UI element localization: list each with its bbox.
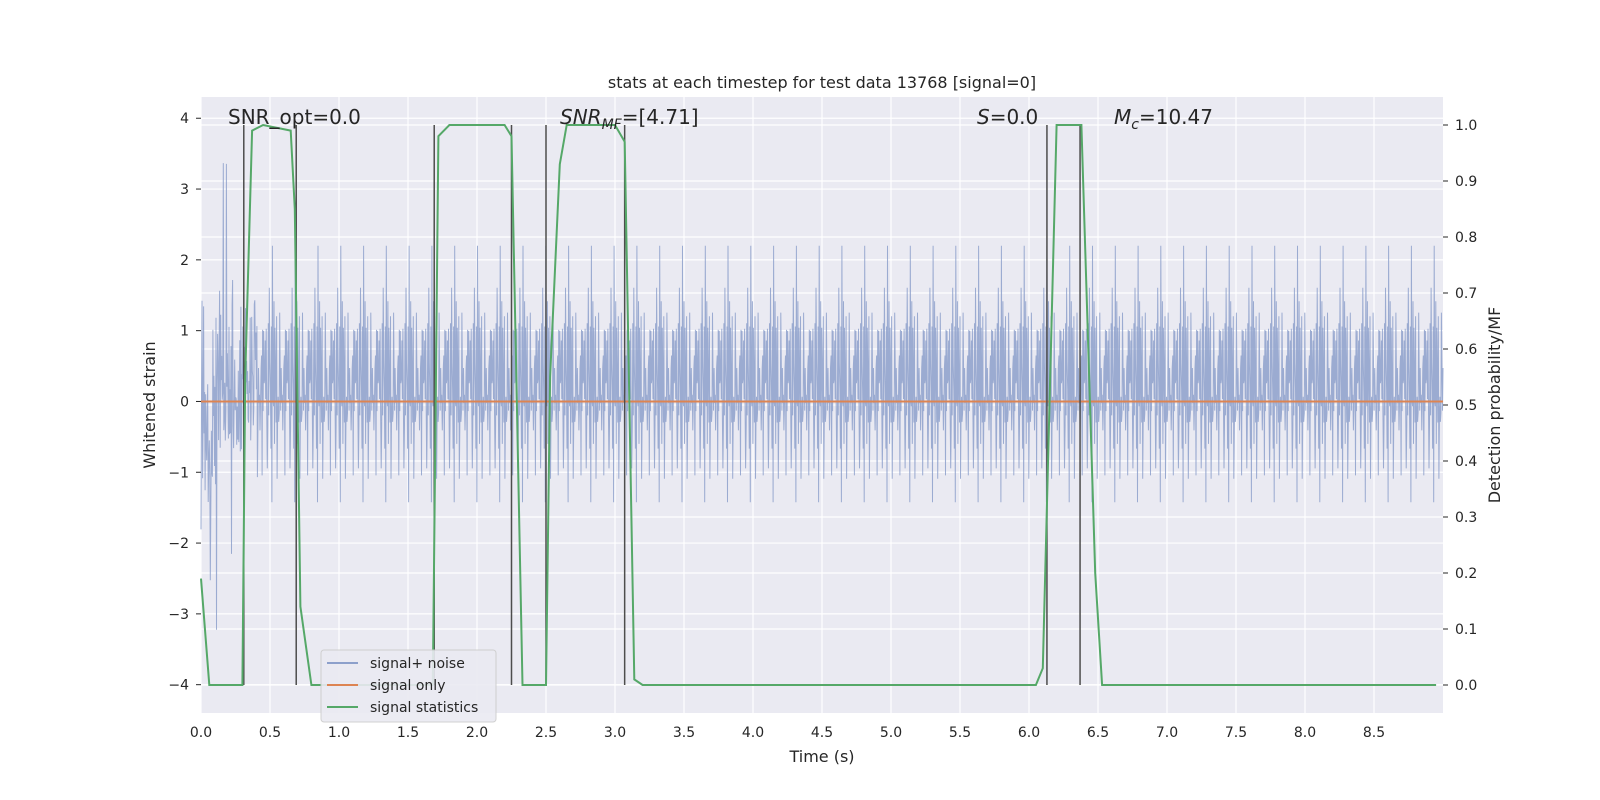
y-tick-label: 2 <box>180 253 189 269</box>
x-tick-label: 8.0 <box>1294 725 1316 741</box>
y2-tick-label: 0.7 <box>1455 286 1477 302</box>
x-tick-label: 5.5 <box>949 725 971 741</box>
annotation-s: S=0.0 <box>977 105 1038 129</box>
annotation-s-value: =0.0 <box>990 105 1039 129</box>
annotation-mc-sub: c <box>1131 117 1139 133</box>
y2-tick-label: 0.0 <box>1455 678 1477 694</box>
x-tick-label: 6.0 <box>1018 725 1040 741</box>
x-tick-label: 3.0 <box>604 725 626 741</box>
statistics-line <box>200 123 1437 686</box>
y2-tick-label: 1.0 <box>1455 118 1477 134</box>
x-tick-label: 4.5 <box>811 725 833 741</box>
series-signal-statistics <box>200 123 1437 686</box>
y-axis-label: Whitened strain <box>140 341 159 468</box>
x-tick-label: 2.5 <box>535 725 557 741</box>
x-axis-label: Time (s) <box>788 747 854 766</box>
x-tick-label: 7.5 <box>1225 725 1247 741</box>
legend-label-signal-statistics: signal statistics <box>370 700 478 716</box>
y-tick-label: 0 <box>180 394 189 410</box>
legend-label-signal-noise: signal+ noise <box>370 656 465 672</box>
y2-tick-label: 0.4 <box>1455 454 1477 470</box>
x-tick-label: 5.0 <box>880 725 902 741</box>
y-tick-label: −1 <box>168 465 189 481</box>
y-tick-label: −2 <box>168 536 189 552</box>
y2-axis-label: Detection probability/MF <box>1485 307 1504 504</box>
y-tick-label: 1 <box>180 324 189 340</box>
annotation-snr-mf-base: SNR <box>560 105 602 129</box>
series-signal-noise <box>200 163 1444 630</box>
legend-box <box>320 649 497 723</box>
x-tick-label: 2.0 <box>466 725 488 741</box>
annotation-snr-mf-sub: MF <box>602 117 623 133</box>
legend: signal+ noise signal only signal statist… <box>320 649 497 723</box>
annotation-mc-value: =10.47 <box>1139 105 1213 129</box>
y-tick-label: 4 <box>180 111 189 127</box>
y2-tick-label: 0.5 <box>1455 398 1477 414</box>
annotation-mc: Mc=10.47 <box>1114 105 1213 133</box>
y-tick-label: 3 <box>180 182 189 198</box>
noise-line <box>200 163 1444 630</box>
chart-title: stats at each timestep for test data 137… <box>608 73 1036 92</box>
tick-labels: 0.0 0.5 1.0 1.5 2.0 2.5 3.0 3.5 4.0 4.5 5.0 5.5 6.0 6… <box>168 111 1477 741</box>
annotation-snr-opt: SNR_opt=0.0 <box>228 105 361 129</box>
y2-tick-label: 0.1 <box>1455 622 1477 638</box>
annotation-mc-base: M <box>1114 105 1131 129</box>
annotation-snr-mf-value: =[4.71] <box>622 105 699 129</box>
x-tick-label: 1.0 <box>328 725 350 741</box>
x-tick-label: 7.0 <box>1156 725 1178 741</box>
y2-tick-label: 0.3 <box>1455 510 1477 526</box>
y2-tick-label: 0.9 <box>1455 174 1477 190</box>
x-tick-label: 0.0 <box>190 725 212 741</box>
x-tick-label: 0.5 <box>259 725 281 741</box>
x-tick-label: 1.5 <box>397 725 419 741</box>
y2-tick-label: 0.6 <box>1455 342 1477 358</box>
x-tick-label: 3.5 <box>673 725 695 741</box>
y2-tick-label: 0.8 <box>1455 230 1477 246</box>
annotation-snr-mf: SNRMF=[4.71] <box>560 105 699 133</box>
y-tick-label: −4 <box>168 678 189 694</box>
x-tick-label: 4.0 <box>742 725 764 741</box>
y-tick-label: −3 <box>168 607 189 623</box>
x-tick-label: 8.5 <box>1363 725 1385 741</box>
y2-tick-label: 0.2 <box>1455 566 1477 582</box>
legend-label-signal-only: signal only <box>370 678 445 694</box>
x-tick-label: 6.5 <box>1087 725 1109 741</box>
annotation-s-base: S <box>977 105 990 129</box>
